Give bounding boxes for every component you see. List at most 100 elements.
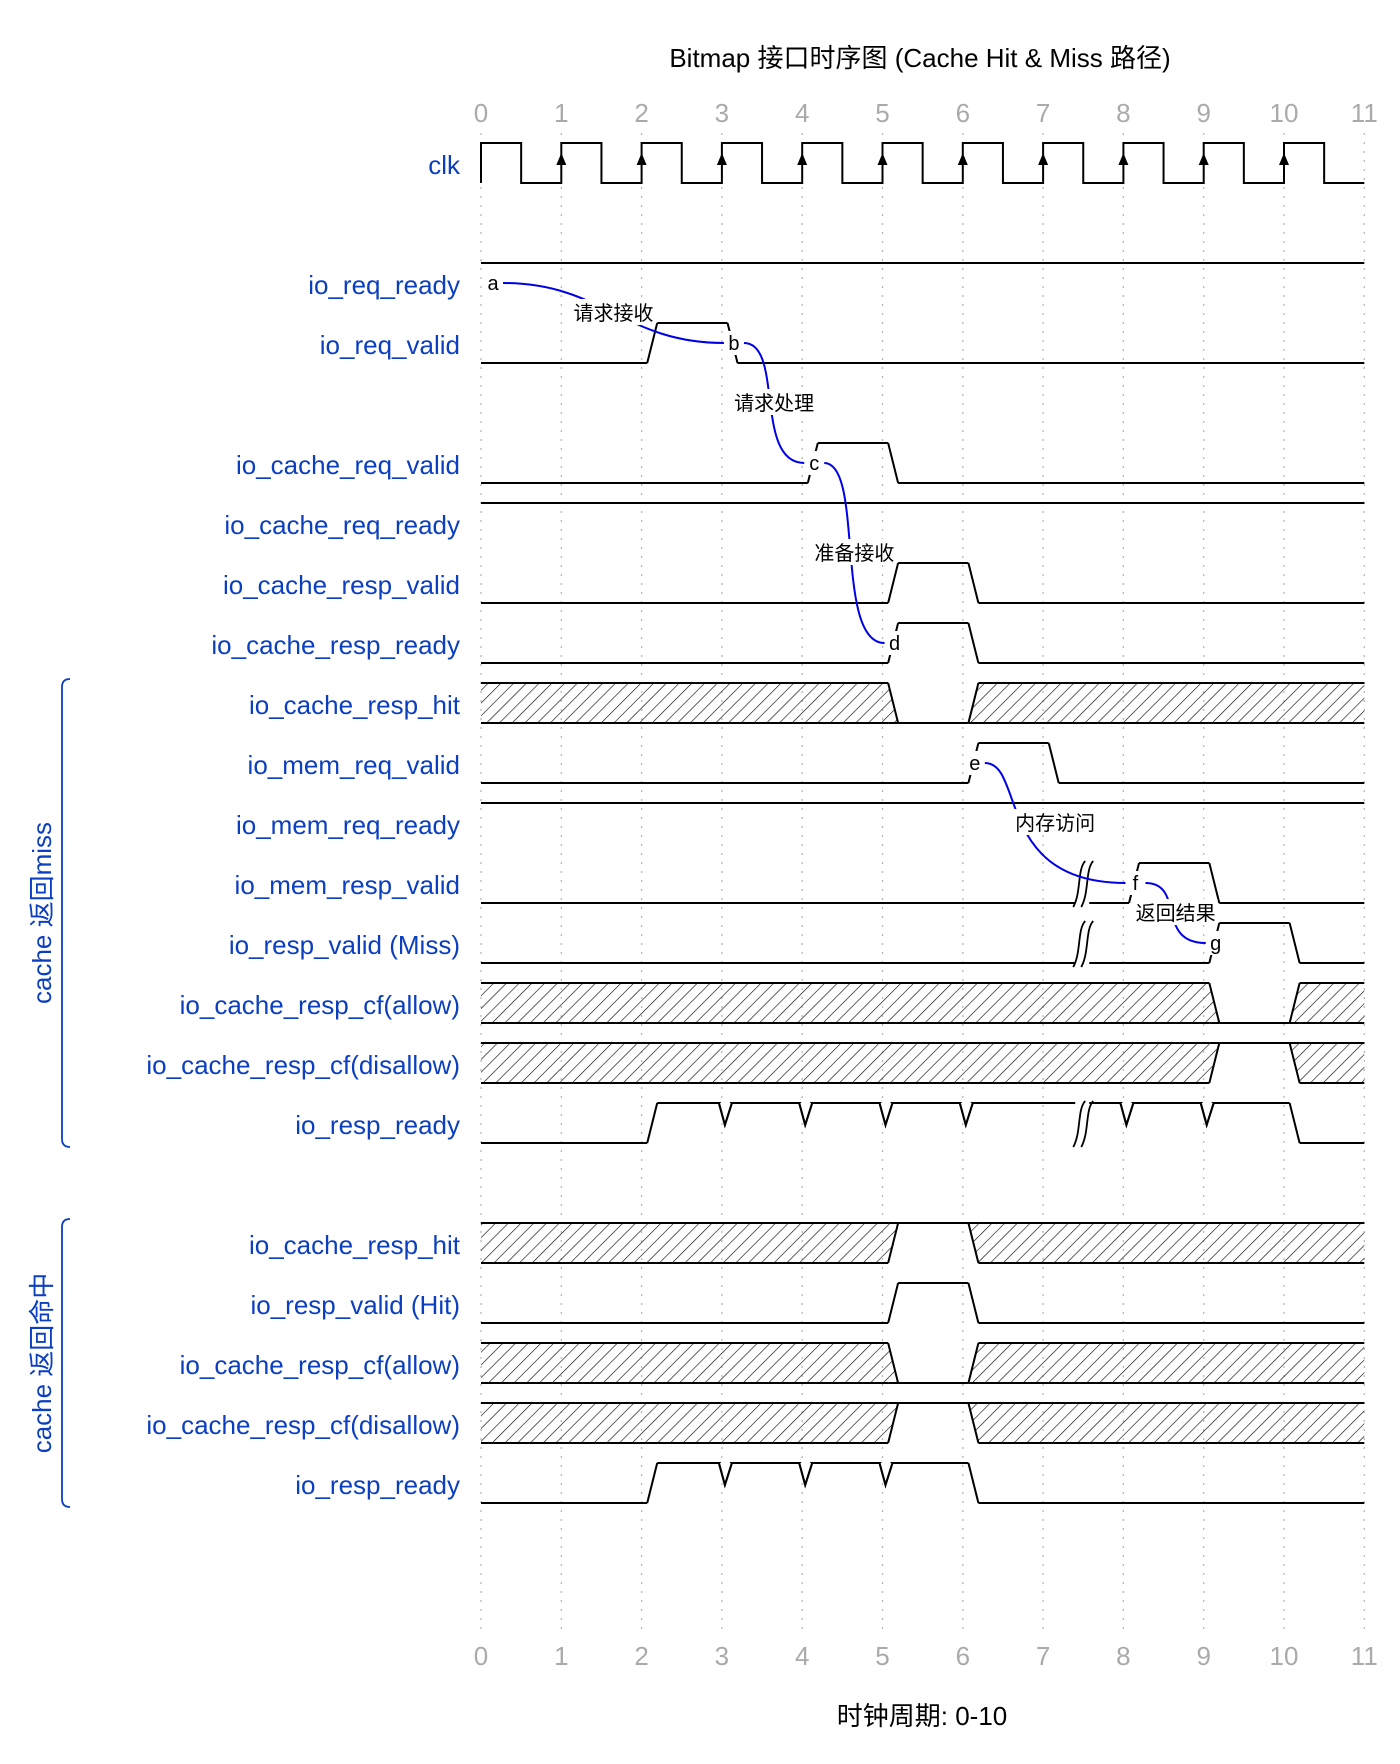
event-marker: g — [1210, 933, 1221, 955]
edge — [887, 1222, 900, 1264]
signal-label: io_mem_req_ready — [236, 810, 460, 840]
group-label: cache 返回miss — [27, 822, 57, 1004]
unknown-state-hatch — [481, 1043, 1210, 1083]
rising-edge-arrow-icon — [797, 153, 808, 165]
marker-bg — [966, 751, 983, 775]
edge — [1288, 1042, 1301, 1084]
group-bracket — [61, 1218, 71, 1508]
unknown-state-hatch — [481, 683, 889, 723]
unknown-state-hatch — [978, 1343, 1365, 1383]
ready-dip — [717, 1102, 733, 1129]
edge — [646, 1462, 659, 1504]
rising-edge-arrow-icon — [1038, 153, 1049, 165]
signal-label: io_cache_req_ready — [224, 510, 460, 540]
tick-label: 11 — [1351, 1641, 1378, 1671]
rising-edge-arrow-icon — [1279, 153, 1289, 165]
arc-label-bg — [1133, 899, 1218, 925]
signal-wave — [481, 742, 1365, 784]
edge — [967, 562, 980, 604]
arc-label: 返回结果 — [1136, 902, 1216, 925]
tick-label: 3 — [715, 98, 729, 128]
top-tick-labels: 0 1 2 3 4 5 6 7 8 9 10 11 — [474, 98, 1378, 128]
ready-dip — [1119, 1102, 1135, 1129]
tick-label: 4 — [795, 1641, 809, 1671]
marker-bg — [1207, 931, 1224, 955]
signal-label: io_req_valid — [320, 330, 460, 360]
event-markers: a b c d e f g — [485, 271, 1224, 955]
marker-bg — [485, 271, 502, 295]
edge — [887, 1402, 900, 1444]
signal-label: io_cache_resp_cf(disallow) — [146, 1050, 460, 1080]
unknown-state-hatch — [978, 1403, 1365, 1443]
marker-bg — [806, 451, 823, 475]
tick-label: 10 — [1270, 1641, 1299, 1671]
rising-edge-arrow-icon — [636, 153, 647, 165]
signal-label: io_cache_resp_cf(disallow) — [146, 1410, 460, 1440]
unknown-state-hatch — [1299, 1043, 1365, 1083]
signal-wave — [481, 1461, 1365, 1504]
signal-groups: cache 返回miss cache 返回命中 — [27, 678, 71, 1508]
signal-wave — [481, 1042, 1365, 1084]
event-marker: a — [487, 273, 499, 295]
x-axis-label: 时钟周期: 0-10 — [837, 1701, 1008, 1731]
edge — [1208, 1042, 1221, 1084]
tick-label: 1 — [554, 98, 568, 128]
edge — [646, 1102, 659, 1144]
tick-label: 3 — [715, 1641, 729, 1671]
edge — [967, 1342, 980, 1384]
rising-edge-arrow-icon — [1118, 153, 1129, 165]
signal-wave — [481, 982, 1365, 1024]
marker-bg — [725, 331, 742, 355]
clock-waveform — [480, 142, 1365, 184]
edge — [1288, 982, 1301, 1024]
arc-label-bg — [812, 539, 897, 565]
edge — [967, 1402, 980, 1444]
signal-wave — [481, 1402, 1365, 1444]
tick-label: 7 — [1036, 1641, 1050, 1671]
break-icon — [1080, 1100, 1094, 1148]
arc-label: 请求接收 — [573, 302, 653, 325]
arc-label: 内存访问 — [1015, 812, 1095, 835]
tick-label: 6 — [956, 98, 970, 128]
tick-label: 4 — [795, 98, 809, 128]
ready-dip — [1199, 1102, 1215, 1129]
tick-label: 0 — [474, 98, 488, 128]
group-bracket — [61, 678, 71, 1148]
tick-label: 11 — [1351, 98, 1378, 128]
marker-bg — [886, 631, 903, 655]
break-icon — [1080, 920, 1094, 968]
signal-label: io_resp_ready — [295, 1470, 460, 1500]
edge — [967, 682, 980, 724]
signal-label: io_resp_ready — [295, 1110, 460, 1140]
tick-label: 1 — [554, 1641, 568, 1671]
ready-dip — [717, 1462, 733, 1489]
signal-wave — [481, 1222, 1365, 1264]
signal-wave — [481, 682, 1365, 724]
bottom-tick-labels: 0 1 2 3 4 5 6 7 8 9 10 11 — [474, 1641, 1378, 1671]
signal-label: io_mem_resp_valid — [235, 870, 460, 900]
ready-dip — [798, 1102, 814, 1129]
rising-edge-arrow-icon — [556, 153, 567, 165]
break-icon — [1072, 860, 1086, 908]
tick-label: 6 — [956, 1641, 970, 1671]
signal-wave — [480, 142, 1365, 184]
rising-edge-arrow-icon — [957, 153, 968, 165]
diagram-title: Bitmap 接口时序图 (Cache Hit & Miss 路径) — [669, 43, 1170, 73]
edge — [646, 322, 659, 364]
event-marker: f — [1133, 873, 1139, 895]
rising-edge-arrow-icon — [877, 153, 888, 165]
edge — [887, 442, 900, 484]
edge — [1208, 982, 1221, 1024]
signal-label: io_resp_valid (Miss) — [229, 930, 460, 960]
tick-label: 2 — [634, 98, 648, 128]
edge — [967, 622, 980, 664]
rising-edge-arrow-icon — [716, 153, 727, 165]
signal-wave — [481, 442, 1365, 484]
arc-label: 准备接收 — [814, 542, 894, 565]
rising-edge-arrow-icon — [1198, 153, 1209, 165]
edge — [1047, 742, 1060, 784]
signal-label: io_req_ready — [308, 270, 460, 300]
waveforms — [480, 142, 1365, 1504]
event-marker: c — [809, 453, 819, 475]
tick-label: 10 — [1270, 98, 1299, 128]
